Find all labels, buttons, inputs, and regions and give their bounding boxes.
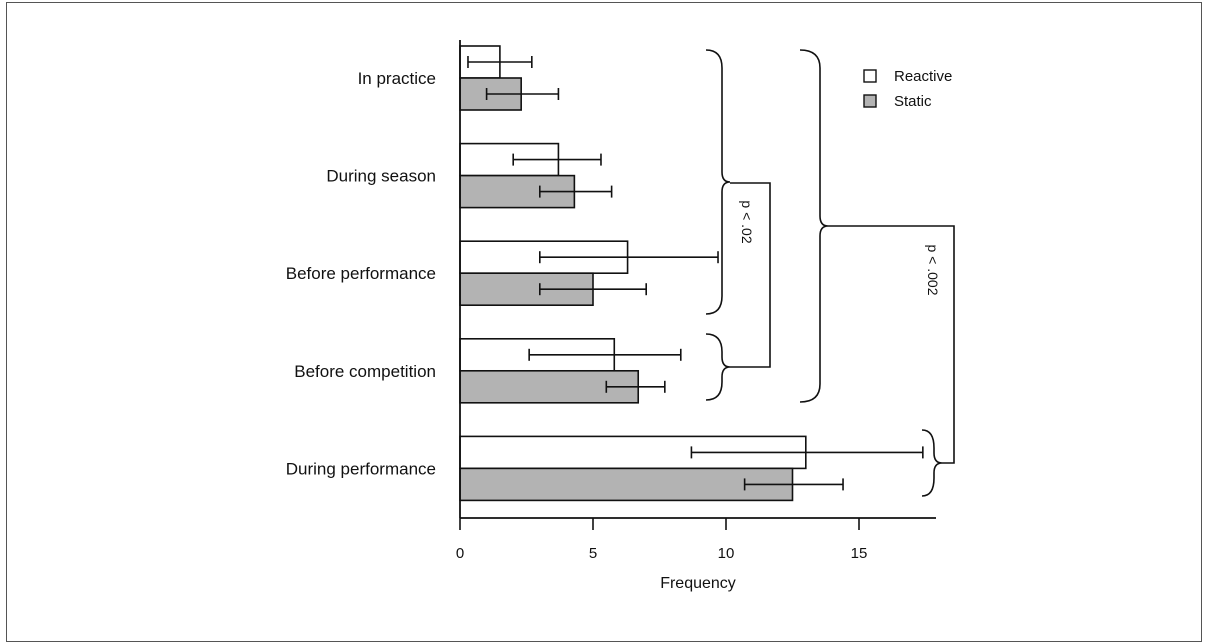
sig2-brace-upper bbox=[799, 49, 829, 403]
bars-layer bbox=[459, 45, 807, 502]
category-label-0: In practice bbox=[358, 69, 436, 88]
sig1-connector bbox=[730, 182, 771, 368]
sig1-brace-upper bbox=[705, 49, 731, 315]
labels-layer: In practice During season Before performan… bbox=[286, 69, 868, 592]
category-label-4: During performance bbox=[286, 459, 436, 478]
sig1-label: p < .02 bbox=[739, 200, 755, 243]
legend: Reactive Static bbox=[863, 68, 952, 110]
category-label-2: Before performance bbox=[286, 264, 436, 283]
legend-label-reactive: Reactive bbox=[894, 68, 952, 85]
x-tick-label-2: 10 bbox=[718, 545, 735, 562]
axes-layer bbox=[459, 40, 936, 530]
sig1-brace-lower bbox=[705, 333, 731, 401]
sig2-brace-lower bbox=[921, 429, 943, 497]
x-tick-label-3: 15 bbox=[851, 545, 868, 562]
x-tick-label-1: 5 bbox=[589, 545, 597, 562]
error-bars-layer bbox=[467, 56, 924, 491]
x-axis-title: Frequency bbox=[660, 575, 736, 592]
bar-static-4 bbox=[459, 467, 794, 502]
significance-layer: p < .02 p < .002 bbox=[705, 49, 955, 497]
category-label-1: During season bbox=[326, 167, 436, 186]
legend-swatch-static bbox=[863, 94, 877, 108]
bar-chart: In practice During season Before performan… bbox=[286, 40, 955, 592]
sig2-connector bbox=[828, 225, 955, 464]
sig2-label: p < .002 bbox=[925, 245, 941, 296]
legend-label-static: Static bbox=[894, 93, 932, 110]
category-label-3: Before competition bbox=[294, 362, 436, 381]
legend-swatch-reactive bbox=[863, 69, 877, 83]
x-tick-label-0: 0 bbox=[456, 545, 464, 562]
chart-frame bbox=[6, 2, 1202, 642]
